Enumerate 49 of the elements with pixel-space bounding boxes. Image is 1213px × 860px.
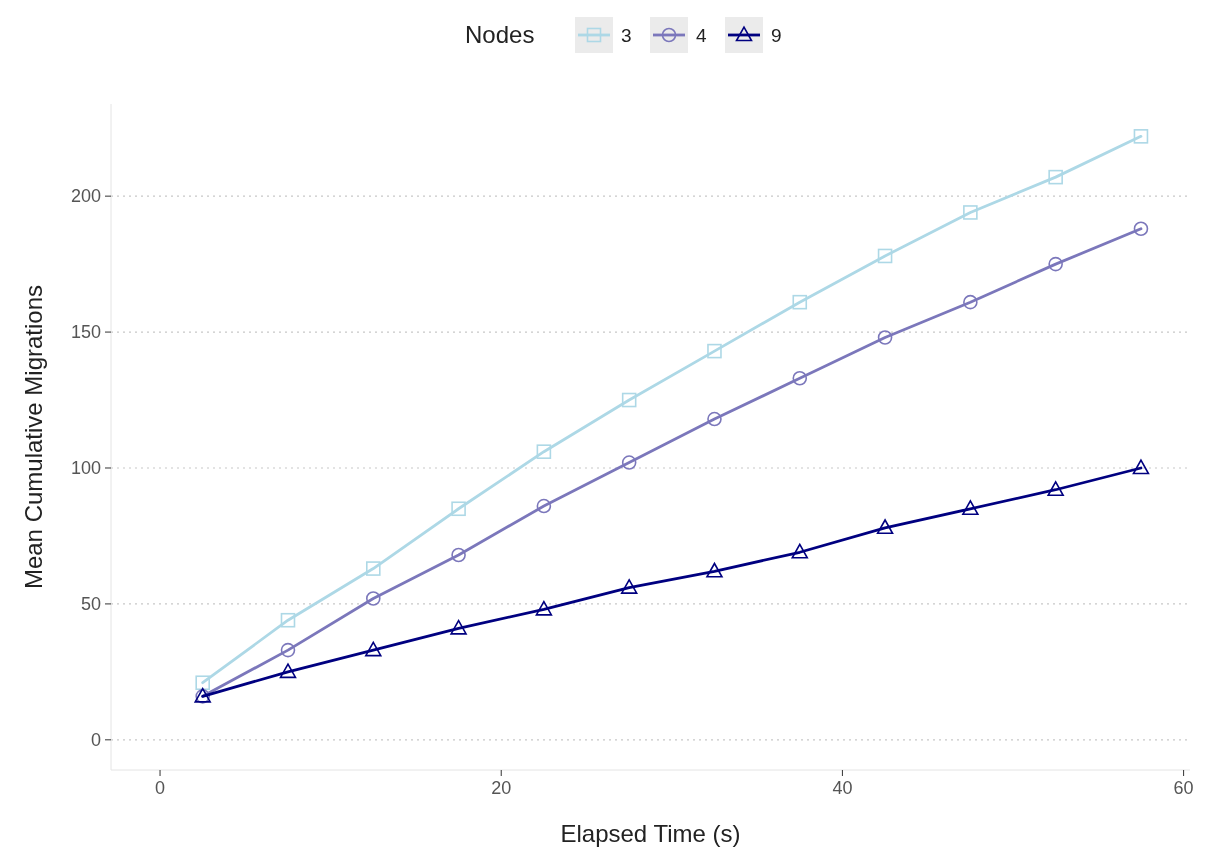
point xyxy=(536,498,552,514)
y-tick-label: 100 xyxy=(70,458,101,479)
point xyxy=(962,500,979,516)
point xyxy=(450,619,467,635)
x-tick-label: 40 xyxy=(832,778,853,798)
point xyxy=(365,641,382,657)
legend-label: 4 xyxy=(696,25,707,46)
point xyxy=(877,248,893,264)
legend-label: 9 xyxy=(771,25,782,46)
point xyxy=(536,444,552,459)
point xyxy=(451,547,466,563)
point xyxy=(1132,459,1150,475)
point xyxy=(963,294,978,310)
point xyxy=(620,579,638,594)
y-tick-label: 150 xyxy=(70,322,101,343)
point xyxy=(706,562,723,578)
y-tick-label: 0 xyxy=(90,730,101,751)
point xyxy=(792,294,808,310)
point xyxy=(963,205,978,220)
point xyxy=(535,600,553,616)
point xyxy=(792,370,808,386)
point xyxy=(1048,256,1063,272)
point xyxy=(1047,481,1064,497)
y-axis-title: Mean Cumulative Migrations xyxy=(20,284,47,590)
point xyxy=(707,343,722,359)
point xyxy=(621,455,637,470)
point xyxy=(876,519,894,535)
point xyxy=(707,411,722,427)
x-tick-label: 0 xyxy=(155,778,166,798)
y-tick-label: 50 xyxy=(80,594,101,615)
point xyxy=(280,612,296,628)
point xyxy=(365,561,381,576)
point xyxy=(1133,129,1149,144)
point xyxy=(1048,169,1063,185)
x-tick-label: 60 xyxy=(1173,778,1194,798)
point xyxy=(877,330,893,345)
point xyxy=(280,642,296,658)
y-tick-label: 200 xyxy=(70,186,101,207)
point xyxy=(195,675,210,691)
point xyxy=(279,663,297,679)
point xyxy=(621,392,637,408)
point xyxy=(1133,221,1149,237)
legend-title: Nodes xyxy=(465,21,535,48)
x-axis-title: Elapsed Time (s) xyxy=(560,820,741,847)
point xyxy=(365,591,381,606)
point xyxy=(451,501,466,517)
legend-label: 3 xyxy=(621,25,632,46)
x-tick-label: 20 xyxy=(491,778,512,798)
point xyxy=(791,543,809,559)
